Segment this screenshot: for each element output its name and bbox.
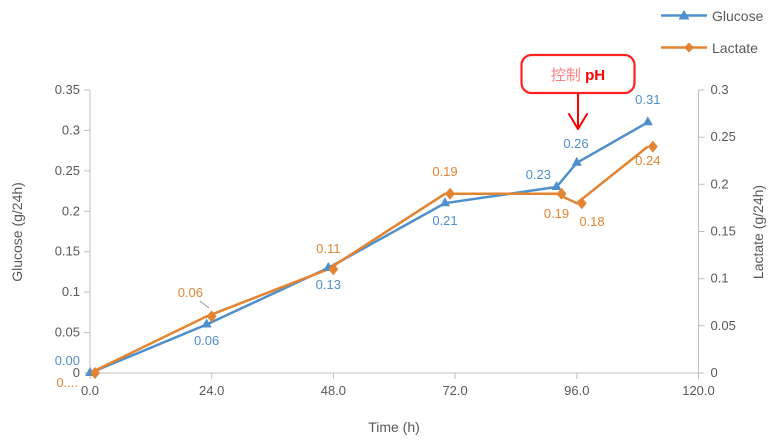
- svg-text:0.24: 0.24: [635, 153, 660, 168]
- svg-text:Time (h): Time (h): [368, 419, 420, 435]
- svg-text:0.35: 0.35: [55, 82, 80, 97]
- svg-text:0.25: 0.25: [55, 163, 80, 178]
- svg-text:0.15: 0.15: [711, 224, 736, 239]
- svg-text:Glucose (g/24h): Glucose (g/24h): [9, 182, 25, 282]
- svg-text:0.3: 0.3: [62, 122, 80, 137]
- svg-text:0.05: 0.05: [55, 325, 80, 340]
- svg-text:0.26: 0.26: [563, 136, 588, 151]
- svg-text:0.19: 0.19: [432, 164, 457, 179]
- svg-text:0: 0: [711, 365, 718, 380]
- svg-text:0.0: 0.0: [81, 383, 99, 398]
- svg-text:0.19: 0.19: [544, 206, 569, 221]
- svg-text:72.0: 72.0: [442, 383, 467, 398]
- svg-text:Glucose: Glucose: [712, 8, 764, 24]
- svg-text:0.3: 0.3: [711, 82, 729, 97]
- svg-text:0....: 0....: [56, 375, 78, 390]
- svg-text:Lactate: Lactate: [712, 40, 758, 56]
- svg-text:Lactate (g/24h): Lactate (g/24h): [750, 185, 766, 279]
- svg-text:0.21: 0.21: [432, 213, 457, 228]
- svg-text:120.0: 120.0: [682, 383, 715, 398]
- svg-text:0.00: 0.00: [55, 353, 80, 368]
- svg-text:0.31: 0.31: [635, 92, 660, 107]
- svg-text:0.23: 0.23: [526, 167, 551, 182]
- svg-text:0.18: 0.18: [579, 214, 604, 229]
- svg-text:48.0: 48.0: [321, 383, 346, 398]
- svg-text:控制 pH: 控制 pH: [551, 67, 605, 84]
- svg-text:96.0: 96.0: [564, 383, 589, 398]
- svg-text:0.2: 0.2: [711, 176, 729, 191]
- svg-text:0.25: 0.25: [711, 129, 736, 144]
- svg-text:0.13: 0.13: [316, 277, 341, 292]
- svg-text:0.06: 0.06: [194, 333, 219, 348]
- svg-text:24.0: 24.0: [199, 383, 224, 398]
- svg-text:0.11: 0.11: [316, 241, 340, 256]
- svg-text:0.06: 0.06: [178, 285, 203, 300]
- svg-text:0.2: 0.2: [62, 203, 80, 218]
- svg-text:0.1: 0.1: [711, 271, 729, 286]
- svg-text:0.15: 0.15: [55, 244, 80, 259]
- svg-text:0.05: 0.05: [711, 318, 736, 333]
- svg-text:0.1: 0.1: [62, 284, 80, 299]
